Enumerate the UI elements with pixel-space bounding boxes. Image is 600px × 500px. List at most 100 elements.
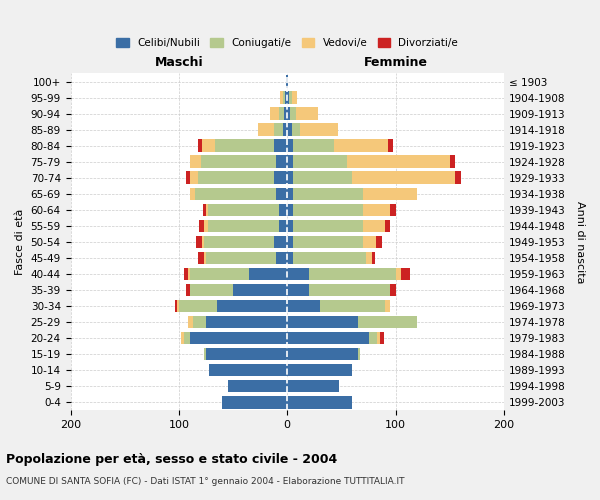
- Bar: [286, 76, 287, 88]
- Bar: [287, 348, 358, 360]
- Bar: [287, 380, 339, 392]
- Bar: [287, 76, 289, 88]
- Bar: [217, 300, 287, 312]
- Bar: [206, 204, 208, 216]
- Bar: [287, 204, 293, 216]
- Bar: [179, 300, 217, 312]
- Text: Femmine: Femmine: [364, 56, 428, 68]
- Bar: [278, 108, 284, 120]
- Y-axis label: Anni di nascita: Anni di nascita: [575, 200, 585, 283]
- Bar: [358, 348, 360, 360]
- Bar: [274, 140, 287, 152]
- Text: Maschi: Maschi: [155, 56, 203, 68]
- Bar: [250, 268, 287, 280]
- Bar: [293, 236, 363, 248]
- Bar: [278, 220, 287, 232]
- Bar: [202, 236, 204, 248]
- Bar: [287, 284, 309, 296]
- Bar: [290, 108, 296, 120]
- Bar: [334, 140, 388, 152]
- Bar: [204, 348, 206, 360]
- Bar: [287, 252, 293, 264]
- Bar: [204, 220, 208, 232]
- Bar: [287, 268, 309, 280]
- Bar: [363, 188, 417, 200]
- Bar: [287, 124, 292, 136]
- Bar: [274, 172, 287, 184]
- Bar: [293, 188, 363, 200]
- Bar: [175, 300, 177, 312]
- Bar: [287, 108, 290, 120]
- Bar: [190, 156, 200, 168]
- Legend: Celibi/Nubili, Coniugati/e, Vedovi/e, Divorziati/e: Celibi/Nubili, Coniugati/e, Vedovi/e, Di…: [116, 38, 458, 48]
- Bar: [287, 364, 352, 376]
- Bar: [293, 252, 367, 264]
- Bar: [206, 316, 287, 328]
- Bar: [376, 236, 382, 248]
- Bar: [293, 204, 363, 216]
- Bar: [277, 156, 287, 168]
- Bar: [287, 92, 289, 104]
- Bar: [287, 316, 358, 328]
- Bar: [289, 92, 292, 104]
- Bar: [233, 284, 287, 296]
- Bar: [390, 204, 395, 216]
- Bar: [199, 140, 202, 152]
- Bar: [203, 204, 206, 216]
- Bar: [293, 172, 352, 184]
- Bar: [320, 300, 385, 312]
- Y-axis label: Fasce di età: Fasce di età: [15, 208, 25, 275]
- Text: Popolazione per età, sesso e stato civile - 2004: Popolazione per età, sesso e stato civil…: [6, 452, 337, 466]
- Bar: [199, 252, 204, 264]
- Bar: [292, 124, 300, 136]
- Bar: [190, 172, 199, 184]
- Bar: [287, 140, 293, 152]
- Bar: [287, 220, 293, 232]
- Bar: [363, 204, 390, 216]
- Bar: [274, 236, 287, 248]
- Bar: [287, 156, 293, 168]
- Bar: [209, 364, 287, 376]
- Bar: [184, 332, 190, 344]
- Bar: [181, 332, 184, 344]
- Bar: [287, 332, 368, 344]
- Bar: [377, 332, 380, 344]
- Bar: [284, 108, 287, 120]
- Bar: [227, 380, 287, 392]
- Bar: [358, 316, 417, 328]
- Bar: [287, 188, 293, 200]
- Bar: [204, 236, 274, 248]
- Bar: [395, 268, 401, 280]
- Bar: [363, 236, 376, 248]
- Bar: [270, 108, 278, 120]
- Bar: [300, 124, 338, 136]
- Bar: [385, 220, 390, 232]
- Bar: [204, 252, 206, 264]
- Bar: [287, 396, 352, 408]
- Bar: [277, 188, 287, 200]
- Bar: [206, 252, 277, 264]
- Bar: [372, 252, 375, 264]
- Bar: [208, 220, 278, 232]
- Bar: [280, 92, 283, 104]
- Bar: [202, 140, 215, 152]
- Bar: [196, 236, 202, 248]
- Bar: [352, 172, 455, 184]
- Bar: [187, 172, 190, 184]
- Bar: [222, 396, 287, 408]
- Bar: [385, 300, 390, 312]
- Bar: [215, 140, 274, 152]
- Bar: [363, 220, 385, 232]
- Bar: [199, 220, 204, 232]
- Bar: [283, 92, 285, 104]
- Bar: [193, 316, 206, 328]
- Bar: [187, 284, 190, 296]
- Bar: [188, 268, 190, 280]
- Bar: [190, 332, 287, 344]
- Bar: [195, 188, 277, 200]
- Bar: [309, 268, 395, 280]
- Bar: [287, 300, 320, 312]
- Bar: [188, 316, 193, 328]
- Bar: [200, 156, 277, 168]
- Bar: [388, 140, 394, 152]
